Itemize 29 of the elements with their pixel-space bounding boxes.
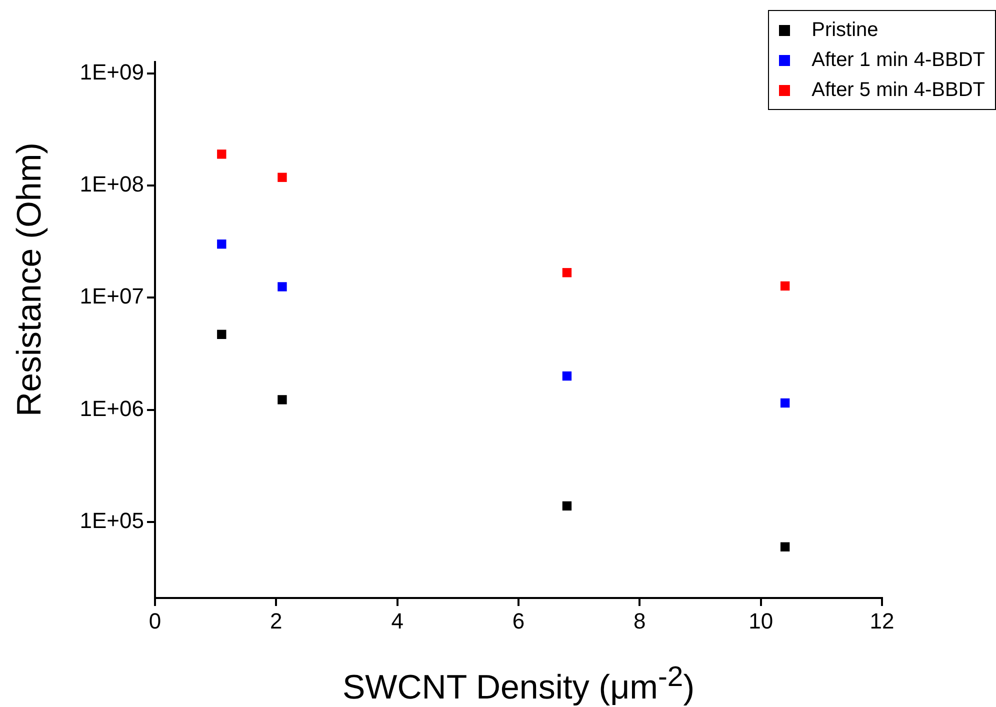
point: [217, 330, 226, 339]
point: [780, 398, 790, 408]
legend-label: After 1 min 4-BBDT: [812, 48, 985, 72]
x-tick-label: 0: [148, 608, 162, 634]
legend-label: After 5 min 4-BBDT: [812, 78, 985, 102]
point: [562, 371, 572, 381]
point: [278, 172, 287, 182]
y-axis-title: Resistance (Ohm): [10, 142, 50, 418]
point: [217, 150, 226, 159]
x-tick-label: 4: [391, 608, 404, 634]
legend-label: Pristine: [812, 18, 878, 42]
x-tick-label: 12: [870, 608, 894, 634]
x-tick-label: 8: [634, 608, 646, 634]
y-tick-label: 1E+08: [80, 172, 144, 196]
point: [217, 239, 226, 249]
point: [562, 501, 572, 511]
point: [278, 395, 287, 404]
y-tick-label: 1E+06: [80, 396, 144, 421]
y-tick-label: 1E+07: [80, 284, 144, 309]
point: [562, 268, 572, 278]
y-tick-label: 1E+05: [80, 508, 144, 534]
point: [278, 282, 287, 292]
x-axis-title: SWCNT Density (μm$^{-2}$): [341, 660, 696, 707]
point: [780, 281, 790, 291]
x-tick-label: 10: [748, 608, 774, 634]
point: [780, 542, 790, 552]
y-tick-label: 1E+09: [80, 59, 144, 84]
x-tick-label: 6: [512, 608, 525, 634]
x-tick-label: 2: [270, 608, 282, 634]
